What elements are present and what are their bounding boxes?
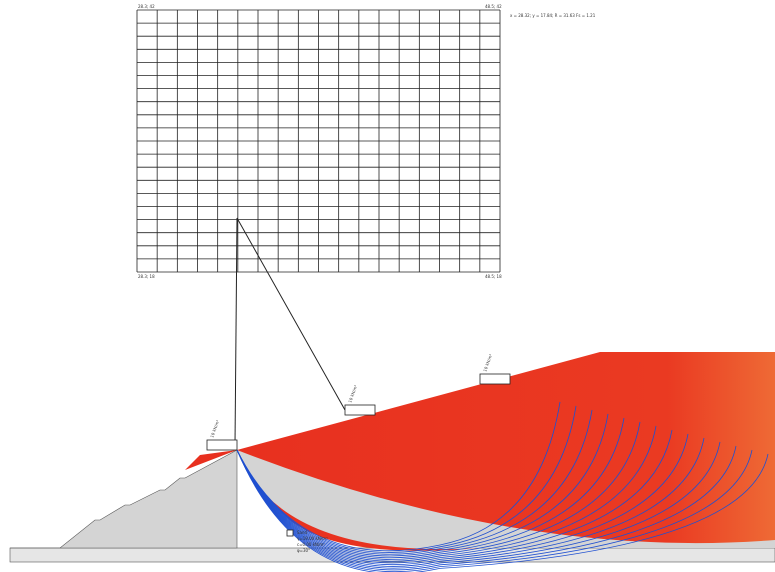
load-label: 10 kN/m² — [209, 419, 220, 438]
material-label: γ=19.00 kN/m³ — [297, 536, 328, 541]
material-swatch — [287, 530, 293, 536]
load-label: 10 kN/m² — [347, 384, 358, 403]
grid-label: 28.3; 18 — [138, 274, 155, 279]
material-label: φ=30° — [297, 548, 310, 553]
grid-label: 28.3; 42 — [138, 4, 155, 9]
load — [207, 440, 237, 450]
grid-label: 48.5; 18 — [485, 274, 502, 279]
result-text: x = 28.32; y = 17.84; R = 31.63 Fs = 1.2… — [510, 13, 596, 18]
material-label: c=0.00 kN/m² — [297, 542, 325, 547]
radius-line — [237, 218, 345, 410]
load — [480, 374, 510, 384]
base-layer — [10, 548, 775, 562]
material-label: Sand — [297, 530, 308, 535]
load-label: 10 kN/m² — [482, 353, 493, 372]
slope-stability-view: 28.3; 42 48.5; 42 28.3; 18 48.5; 18 x = … — [0, 0, 775, 572]
grid-label: 48.5; 42 — [485, 4, 502, 9]
load — [345, 405, 375, 415]
soil-body — [10, 450, 237, 548]
radius-line — [235, 218, 237, 445]
search-grid — [137, 10, 500, 272]
